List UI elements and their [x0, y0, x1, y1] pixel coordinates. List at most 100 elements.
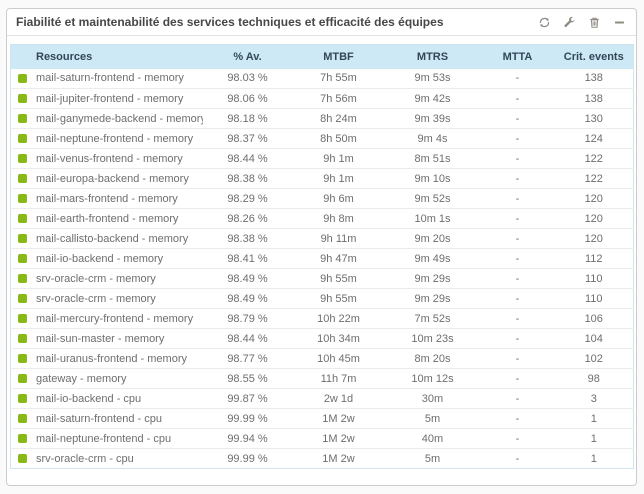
widget-toolbar [537, 15, 626, 29]
table-row: mail-neptune-frontend - cpu 99.94 % 1M 2w 4… [10, 428, 634, 449]
resource-cell: mail-venus-frontend - memory [10, 148, 203, 169]
availability-cell: 98.44 % [202, 328, 293, 349]
availability-cell: 99.99 % [202, 408, 293, 429]
mtbf-cell: 10h 34m [292, 328, 385, 349]
status-ok-icon [18, 414, 27, 423]
table-row: mail-neptune-frontend - memory 98.37 % 8h … [10, 128, 634, 149]
wrench-icon[interactable] [562, 15, 576, 29]
mtta-cell: - [480, 168, 555, 189]
availability-cell: 98.79 % [202, 308, 293, 329]
table-row: mail-callisto-backend - memory 98.38 % 9h … [10, 228, 634, 249]
resource-cell: mail-uranus-frontend - memory [10, 348, 203, 369]
mtrs-cell: 5m [384, 408, 481, 429]
table-row: mail-mercury-frontend - memory 98.79 % 10h… [10, 308, 634, 329]
mtta-cell: - [480, 368, 555, 389]
status-ok-icon [18, 394, 27, 403]
status-ok-icon [18, 94, 27, 103]
status-ok-icon [18, 454, 27, 463]
availability-cell: 98.38 % [202, 168, 293, 189]
mtta-cell: - [515, 72, 520, 85]
table-row: mail-sun-master - memory 98.44 % 10h 34m 10… [10, 328, 634, 349]
resource-name: gateway - memory [36, 372, 127, 385]
resource-cell: mail-neptune-frontend - memory [10, 128, 203, 149]
resource-name: mail-earth-frontend - memory [36, 212, 179, 225]
resource-cell: srv-oracle-crm - memory [10, 288, 203, 309]
resource-name: mail-europa-backend - memory [36, 172, 189, 185]
mtbf-cell: 1M 2w [292, 428, 385, 449]
resource-name: mail-neptune-frontend - memory [36, 132, 194, 145]
crit-events-cell: 3 [554, 388, 634, 409]
mtta-cell: - [480, 308, 555, 329]
availability-cell: 98.06 % [202, 88, 293, 109]
table-row: gateway - memory 98.55 % 11h 7m 10m 12s -98 [10, 368, 634, 389]
resource-name: srv-oracle-crm - memory [36, 292, 156, 305]
trash-icon[interactable] [587, 15, 601, 29]
availability-cell: 98.29 % [202, 188, 293, 209]
table-row: mail-europa-backend - memory 98.38 % 9h 1m… [10, 168, 634, 189]
resource-cell: mail-earth-frontend - memory [10, 208, 203, 229]
availability-cell: 98.18 % [202, 108, 293, 129]
mtta-cell: - [480, 188, 555, 209]
resource-cell: mail-io-backend - memory [10, 248, 203, 269]
table-row: mail-jupiter-frontend - memory 98.06 % 7h … [10, 88, 634, 109]
availability-cell: 98.44 % [202, 148, 293, 169]
mtrs-cell: 9m 52s [384, 188, 481, 209]
resource-name: mail-io-backend - cpu [36, 392, 142, 405]
availability-cell: 98.26 % [202, 208, 293, 229]
table-row: mail-mars-frontend - memory 98.29 % 9h 6m 9… [10, 188, 634, 209]
resource-cell: mail-neptune-frontend - cpu [10, 428, 203, 449]
resource-cell: mail-mercury-frontend - memory [10, 308, 203, 329]
mtbf-cell: 9h 1m [292, 168, 385, 189]
mtbf-cell: 10h 45m [292, 348, 385, 369]
availability-cell: 98.77 % [202, 348, 293, 369]
mtbf-cell: 7h 56m [292, 88, 385, 109]
resource-cell: mail-europa-backend - memory [10, 168, 203, 189]
status-ok-icon [18, 194, 27, 203]
widget-header: Fiabilité et maintenabilité des services… [7, 9, 636, 36]
table-row: mail-venus-frontend - memory 98.44 % 9h 1m… [10, 148, 634, 169]
resource-cell: mail-io-backend - cpu [10, 388, 203, 409]
resource-cell: mail-mars-frontend - memory [10, 188, 203, 209]
crit-events-cell: 138 [554, 88, 634, 109]
resource-cell: srv-oracle-crm - cpu [10, 448, 203, 469]
table-row: mail-saturn-frontend - memory 98.03 % 7h 5… [11, 69, 634, 89]
mtrs-cell: 5m [384, 448, 481, 469]
mtbf-cell: 1M 2w [292, 408, 385, 429]
mtbf-cell: 10h 22m [292, 308, 385, 329]
availability-cell: 98.49 % [202, 268, 293, 289]
mtrs-cell: 10m 12s [384, 368, 481, 389]
table-row: mail-uranus-frontend - memory 98.77 % 10h … [10, 348, 634, 369]
resource-name: mail-uranus-frontend - memory [36, 352, 187, 365]
mtrs-cell: 9m 10s [384, 168, 481, 189]
availability-cell: 99.99 % [202, 448, 293, 469]
mtbf-cell: 9h 8m [292, 208, 385, 229]
crit-events-cell: 120 [554, 228, 634, 249]
column-header-resources: Resources [10, 44, 203, 69]
column-header-availability: % Av. [202, 44, 293, 69]
crit-events-cell: 120 [554, 208, 634, 229]
mtbf-cell: 1M 2w [292, 448, 385, 469]
availability-cell: 98.03 % [227, 72, 268, 85]
table-row: srv-oracle-crm - memory 98.49 % 9h 55m 9m 2… [10, 268, 634, 289]
table-row: mail-earth-frontend - memory 98.26 % 9h 8m… [10, 208, 634, 229]
crit-events-cell: 124 [554, 128, 634, 149]
mtrs-cell: 9m 53s [414, 72, 451, 85]
status-ok-icon [18, 294, 27, 303]
status-ok-icon [18, 234, 27, 243]
mtbf-cell: 2w 1d [292, 388, 385, 409]
resource-name: srv-oracle-crm - memory [36, 272, 156, 285]
resource-name: mail-io-backend - memory [36, 252, 164, 265]
table-row: srv-oracle-crm - memory 98.49 % 9h 55m 9m 2… [10, 288, 634, 309]
availability-cell: 99.94 % [202, 428, 293, 449]
mtbf-cell: 9h 1m [292, 148, 385, 169]
column-header-crit-events: Crit. events [554, 44, 634, 69]
availability-cell: 98.38 % [202, 228, 293, 249]
mtrs-cell: 9m 39s [384, 108, 481, 129]
crit-events-cell: 1 [554, 428, 634, 449]
collapse-icon[interactable] [612, 15, 626, 29]
mtta-cell: - [480, 88, 555, 109]
mtbf-cell: 9h 11m [292, 228, 385, 249]
crit-events-cell: 104 [554, 328, 634, 349]
refresh-icon[interactable] [537, 15, 551, 29]
availability-table: Resources % Av. MTBF MTRS MTTA Crit. eve… [10, 44, 634, 469]
